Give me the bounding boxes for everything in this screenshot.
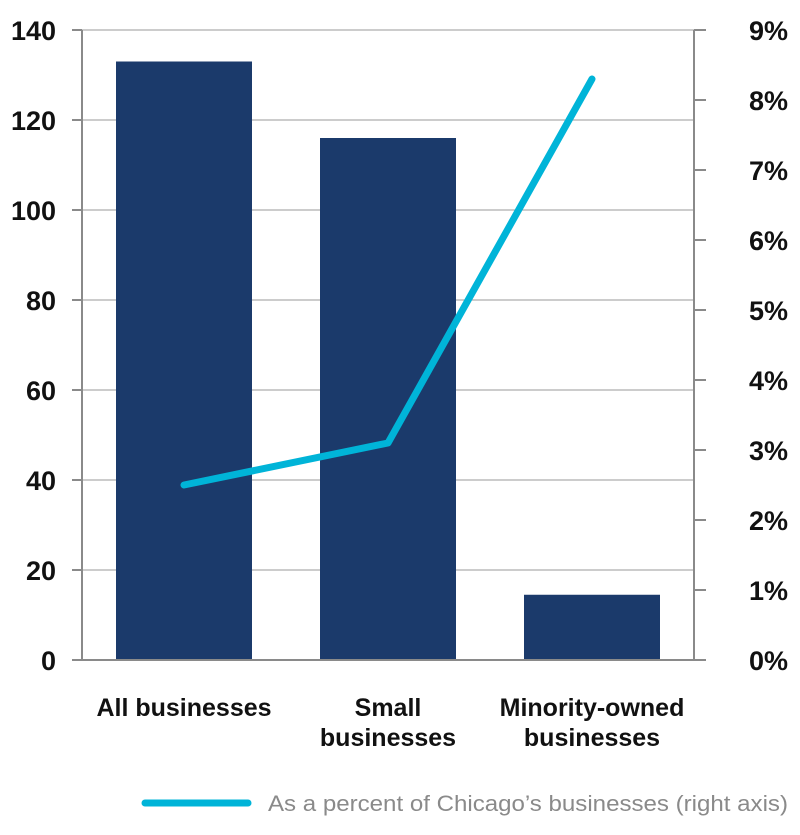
left-tick-label: 60 xyxy=(26,376,56,406)
right-tick-label: 3% xyxy=(749,436,788,466)
category-label: All businesses xyxy=(96,694,271,722)
left-tick-label: 120 xyxy=(11,106,56,136)
category-labels: All businesses Small businesses Minority-ow… xyxy=(96,694,684,752)
right-tick-label: 7% xyxy=(749,156,788,186)
left-axis-ticks: 0 20 40 60 80 100 120 140 xyxy=(11,16,82,676)
percent-line-series xyxy=(180,75,596,489)
left-tick-label: 100 xyxy=(11,196,56,226)
legend: As a percent of Chicago’s businesses (ri… xyxy=(141,791,788,816)
right-tick-label: 2% xyxy=(749,506,788,536)
right-tick-label: 5% xyxy=(749,296,788,326)
left-tick-label: 40 xyxy=(26,466,56,496)
left-tick-label: 140 xyxy=(11,16,56,46)
right-tick-label: 1% xyxy=(749,576,788,606)
right-axis-ticks: 0% 1% 2% 3% 4% 5% 6% 7% 8% 9% xyxy=(694,16,788,676)
left-tick-label: 0 xyxy=(41,646,56,676)
right-tick-label: 6% xyxy=(749,226,788,256)
left-tick-label: 80 xyxy=(26,286,56,316)
legend-label: As a percent of Chicago’s businesses (ri… xyxy=(268,791,788,816)
category-label: Small businesses xyxy=(320,694,456,752)
bar xyxy=(524,594,660,660)
axes xyxy=(81,30,695,661)
right-tick-label: 8% xyxy=(749,86,788,116)
bars xyxy=(116,61,660,660)
category-label: Minority-owned businesses xyxy=(500,694,685,752)
left-tick-label: 20 xyxy=(26,556,56,586)
bar xyxy=(116,61,252,660)
right-tick-label: 0% xyxy=(749,646,788,676)
right-tick-label: 4% xyxy=(749,366,788,396)
right-tick-label: 9% xyxy=(749,16,788,46)
bar xyxy=(320,138,456,660)
